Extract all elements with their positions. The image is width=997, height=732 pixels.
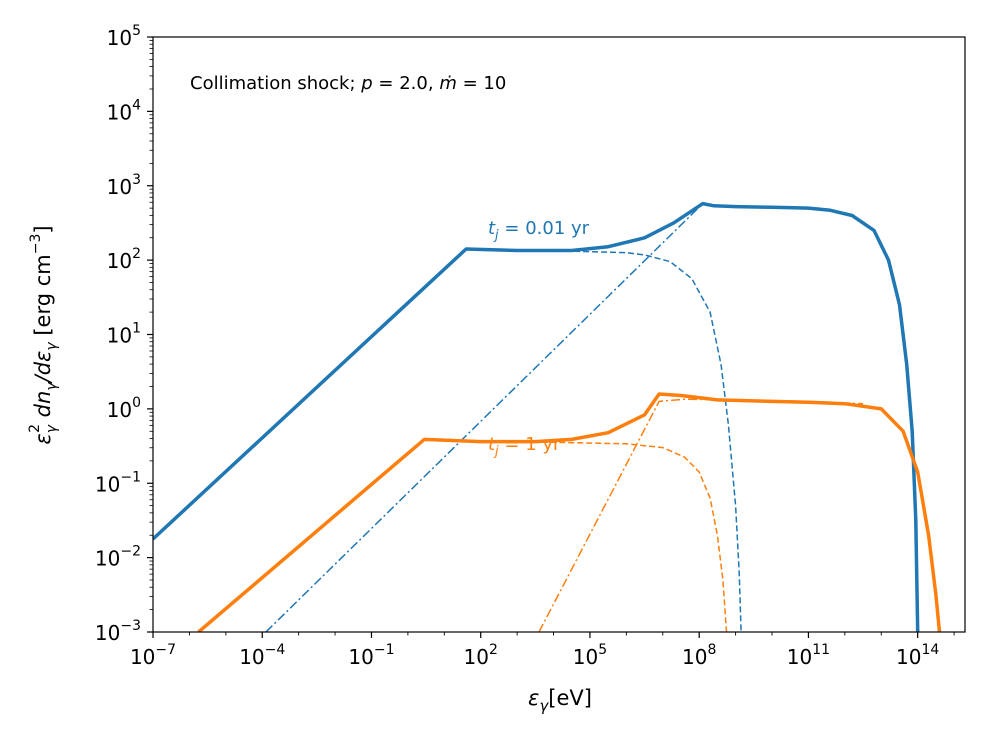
y-tick-label: 102 [107, 246, 141, 273]
y-tick-label: 10−1 [95, 469, 141, 496]
series-line [153, 201, 920, 632]
x-tick-label: 102 [464, 642, 498, 669]
y-axis: 10−3 10−2 10−1 100 101 102 103 104 105 [95, 23, 153, 645]
plot-frame [152, 36, 966, 633]
x-axis: 10−7 10−4 10−1 102 105 108 1011 1014 [130, 632, 955, 669]
chart-annotation: Collimation shock; p = 2.0, ṁ = 10 [190, 73, 506, 94]
x-axis-label: εγ[eV] [528, 686, 592, 715]
y-tick-label: 104 [107, 97, 141, 124]
y-tick-label: 105 [107, 23, 141, 50]
curve-labels: tj = 0.01 yr tj = 1 yr [488, 218, 590, 459]
y-tick-label: 10−3 [95, 618, 141, 645]
curve-label: tj = 0.01 yr [488, 218, 590, 243]
y-axis-label: εγ2 dnγ/dεγ [erg cm−3] [27, 225, 60, 444]
x-tick-label: 108 [682, 642, 716, 669]
x-tick-label: 1011 [787, 642, 830, 669]
series-layer [153, 201, 942, 632]
series-line [538, 398, 864, 632]
series-line [424, 438, 728, 632]
x-tick-label: 10−4 [239, 642, 285, 669]
y-tick-label: 101 [107, 321, 141, 348]
y-tick-label: 10−2 [95, 544, 141, 571]
curve-label: tj = 1 yr [488, 434, 561, 459]
y-tick-label: 100 [107, 395, 141, 422]
x-tick-label: 10−7 [130, 642, 176, 669]
series-line [197, 392, 942, 632]
y-tick-label: 103 [107, 172, 141, 199]
x-tick-label: 105 [573, 642, 607, 669]
x-tick-label: 10−1 [348, 642, 394, 669]
x-tick-label: 1014 [896, 642, 939, 669]
